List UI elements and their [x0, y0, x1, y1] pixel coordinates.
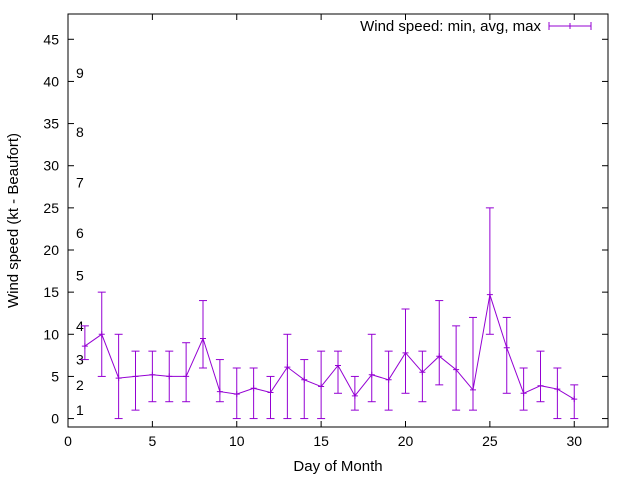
y-axis-title: Wind speed (kt - Beaufort) — [5, 133, 22, 308]
avg-point — [98, 331, 105, 338]
x-tick-label: 0 — [64, 433, 72, 449]
y-tick-label: 5 — [51, 368, 59, 384]
avg-point — [470, 386, 476, 393]
y-tick-label: 45 — [43, 31, 59, 47]
y-tick-label: 15 — [43, 284, 59, 300]
x-tick-label: 25 — [482, 433, 498, 449]
legend-label: Wind speed: min, avg, max — [360, 18, 541, 35]
avg-point — [132, 373, 139, 380]
avg-point — [385, 376, 392, 383]
y-tick-label: 0 — [51, 411, 59, 427]
legend: Wind speed: min, avg, max — [360, 18, 592, 35]
avg-point — [318, 383, 325, 390]
x-axis-title: Day of Month — [293, 458, 382, 475]
beaufort-label: 4 — [76, 318, 84, 334]
avg-point — [149, 371, 156, 378]
avg-point — [402, 349, 409, 356]
avg-point — [537, 382, 544, 389]
avg-point — [250, 385, 257, 392]
y-tick-label: 35 — [43, 116, 59, 132]
avg-line — [84, 294, 575, 400]
avg-point — [351, 392, 358, 399]
x-tick-label: 30 — [566, 433, 582, 449]
avg-point — [419, 369, 426, 376]
y-tick-label: 30 — [43, 158, 59, 174]
y-tick-label: 25 — [43, 200, 59, 216]
x-tick-label: 10 — [229, 433, 245, 449]
beaufort-label: 7 — [76, 175, 84, 191]
beaufort-scale-labels: 1 2 3 4 5 6 7 8 9 — [76, 65, 84, 418]
beaufort-label: 2 — [76, 377, 84, 393]
y-tick-label: 10 — [43, 326, 59, 342]
x-tick-label: 5 — [148, 433, 156, 449]
beaufort-label: 3 — [76, 352, 84, 368]
beaufort-label: 6 — [76, 225, 84, 241]
y-tick-label: 40 — [43, 73, 59, 89]
avg-point — [368, 371, 375, 378]
avg-point — [267, 389, 274, 396]
avg-point — [571, 396, 578, 403]
avg-point — [183, 373, 190, 380]
avg-point — [284, 364, 291, 371]
avg-point — [486, 291, 493, 298]
beaufort-label: 1 — [76, 402, 84, 418]
avg-point — [200, 335, 206, 342]
x-tick-label: 20 — [398, 433, 414, 449]
avg-point — [335, 362, 341, 369]
avg-point — [233, 391, 240, 398]
series-wind-speed — [80, 207, 579, 420]
plot-border — [67, 13, 609, 428]
avg-point — [166, 373, 173, 380]
avg-point — [301, 376, 308, 383]
y-tick-label: 20 — [43, 242, 59, 258]
avg-point — [453, 366, 460, 373]
beaufort-label: 5 — [76, 267, 84, 283]
beaufort-label: 9 — [76, 65, 84, 81]
x-tick-label: 15 — [313, 433, 329, 449]
avg-point — [216, 388, 223, 395]
avg-point — [503, 344, 510, 351]
avg-point — [554, 386, 561, 393]
beaufort-label: 8 — [76, 124, 84, 140]
avg-point — [115, 375, 122, 382]
avg-point — [81, 343, 88, 350]
avg-point — [520, 390, 527, 397]
avg-point — [436, 353, 443, 360]
